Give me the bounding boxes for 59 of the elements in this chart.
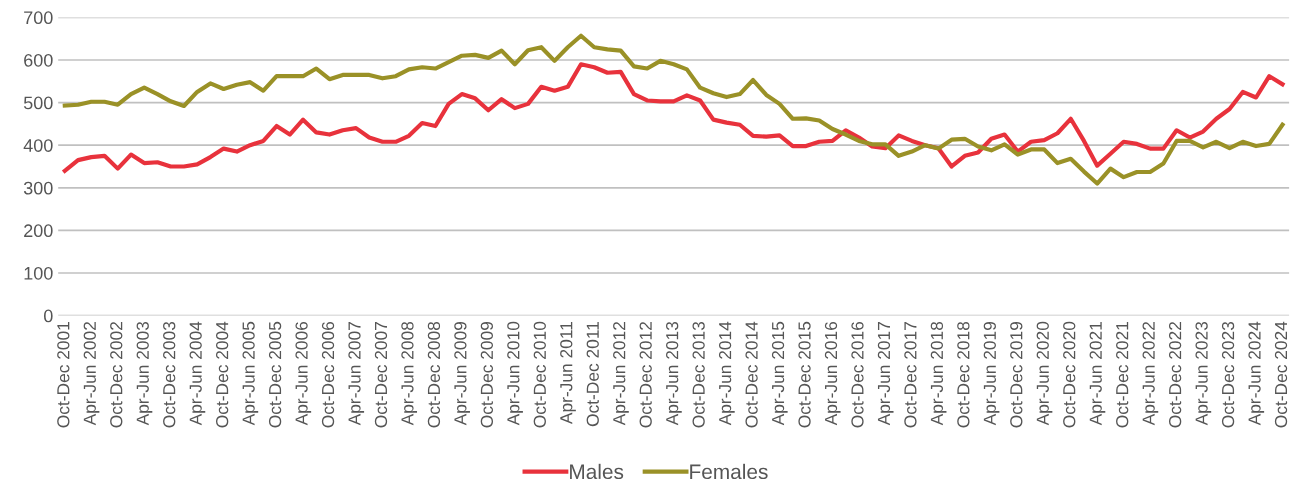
x-tick-label: Oct-Dec 2009 — [480, 321, 494, 428]
x-tick-label: Apr-Jun 2011 — [560, 321, 576, 425]
x-tick-label: Apr-Jun 2020 — [1036, 321, 1053, 426]
x-tick-label: Oct-Dec 2015 — [798, 321, 811, 428]
y-tick-label: 300 — [23, 181, 53, 195]
x-tick-label: Oct-Dec 2012 — [639, 322, 652, 428]
y-tick-label: 200 — [24, 224, 53, 238]
legend-label: Females — [690, 463, 768, 480]
x-tick-label: Apr-Jun 2005 — [242, 321, 259, 426]
line-series — [62, 62, 1285, 173]
x-tick-label: Oct-Dec 2007 — [374, 322, 388, 428]
x-tick-label: Apr-Jun 2003 — [136, 321, 153, 426]
x-tick-label: Oct-Dec 2024 — [1274, 321, 1288, 428]
x-tick-label: Oct-Dec 2016 — [851, 321, 864, 428]
x-tick-label: Apr-Jun 2014 — [718, 321, 735, 426]
x-tick-label: Oct-Dec 2019 — [1010, 321, 1023, 428]
x-tick-label: Apr-Jun 2009 — [454, 321, 470, 426]
x-tick-label: Oct-Dec 2008 — [427, 321, 441, 428]
x-tick-label: Oct-Dec 2010 — [533, 321, 546, 428]
x-tick-label: Oct-Dec 2011 — [586, 321, 599, 427]
x-tick-label: Apr-Jun 2021 — [1089, 321, 1106, 426]
x-tick-label: Oct-Dec 2020 — [1063, 321, 1076, 428]
y-tick-label: 700 — [24, 11, 53, 25]
x-tick-label: Oct-Dec 2018 — [957, 321, 970, 428]
y-tick-label: 600 — [24, 53, 53, 67]
x-tick-label: Apr-Jun 2022 — [1142, 322, 1159, 426]
x-tick-label: Apr-Jun 2019 — [983, 321, 1000, 426]
y-tick-label: 0 — [43, 309, 53, 323]
y-tick-label: 100 — [24, 266, 53, 280]
x-tick-label: Oct-Dec 2021 — [1116, 321, 1129, 428]
x-tick-label: Apr-Jun 2024 — [1248, 321, 1265, 426]
x-tick-label: Oct-Dec 2002 — [110, 322, 123, 428]
x-tick-label: Oct-Dec 2013 — [692, 321, 705, 428]
x-tick-label: Apr-Jun 2013 — [666, 321, 682, 426]
x-tick-label: Apr-Jun 2018 — [930, 321, 947, 426]
x-tick-label: Apr-Jun 2023 — [1195, 321, 1212, 426]
y-tick-label: 400 — [23, 139, 53, 152]
x-tick-label: Apr-Jun 2016 — [824, 321, 841, 426]
x-tick-label: Apr-Jun 2017 — [877, 322, 894, 426]
legend-label: Males — [570, 463, 624, 480]
x-tick-label: Oct-Dec 2001 — [57, 321, 70, 428]
x-tick-label: Apr-Jun 2008 — [401, 321, 418, 426]
x-tick-label: Apr-Jun 2012 — [613, 322, 629, 426]
x-tick-label: Oct-Dec 2022 — [1168, 322, 1182, 428]
y-tick-label: 500 — [23, 96, 53, 110]
x-tick-label: Apr-Jun 2006 — [295, 321, 312, 426]
x-tick-label: Oct-Dec 2006 — [321, 321, 335, 428]
x-tick-label: Oct-Dec 2017 — [904, 322, 917, 428]
x-tick-label: Oct-Dec 2005 — [268, 321, 282, 428]
x-tick-label: Oct-Dec 2003 — [163, 321, 176, 428]
x-tick-label: Oct-Dec 2014 — [745, 321, 758, 428]
x-tick-label: Apr-Jun 2002 — [83, 322, 100, 426]
x-tick-label: Apr-Jun 2010 — [507, 321, 523, 426]
line-series — [62, 33, 1285, 186]
x-tick-label: Oct-Dec 2004 — [216, 321, 229, 428]
x-tick-label: Apr-Jun 2004 — [189, 321, 206, 426]
x-tick-label: Apr-Jun 2007 — [348, 322, 365, 426]
x-tick-label: Apr-Jun 2015 — [771, 321, 788, 426]
x-tick-label: Oct-Dec 2023 — [1221, 321, 1235, 428]
